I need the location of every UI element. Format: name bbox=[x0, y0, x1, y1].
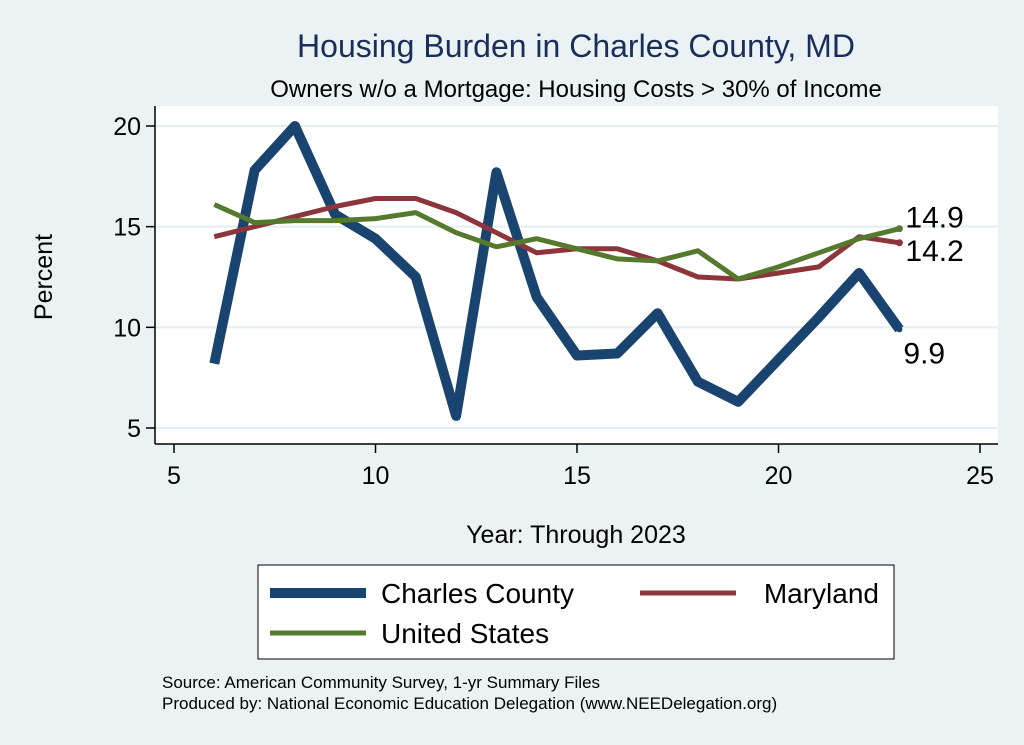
chart-subtitle: Owners w/o a Mortgage: Housing Costs > 3… bbox=[270, 76, 882, 103]
legend-label-charles-county: Charles County bbox=[381, 578, 574, 609]
end-label-charles-county: 9.9 bbox=[903, 337, 945, 370]
y-tick-label-5: 5 bbox=[127, 415, 141, 443]
legend-label-maryland: Maryland bbox=[764, 578, 879, 609]
produced-by-note: Produced by: National Economic Education… bbox=[162, 694, 777, 713]
x-tick-label-25: 25 bbox=[966, 462, 994, 490]
y-axis-title: Percent bbox=[30, 234, 58, 320]
source-note: Source: American Community Survey, 1-yr … bbox=[162, 673, 600, 692]
series-endpoint-charles-county bbox=[896, 326, 903, 333]
series-line-maryland bbox=[213, 196, 900, 282]
series-line-charles-county bbox=[209, 121, 904, 421]
end-label-united-states: 14.9 bbox=[905, 202, 963, 235]
legend-label-united-states: United States bbox=[381, 618, 549, 649]
series-endpoint-maryland bbox=[895, 239, 903, 247]
x-tick-label-20: 20 bbox=[765, 462, 793, 490]
series-line-united-states bbox=[213, 202, 901, 282]
x-axis-title: Year: Through 2023 bbox=[466, 521, 686, 549]
axes: 5 10 15 20 5 10 15 20 25 bbox=[113, 106, 998, 490]
x-tick-label-5: 5 bbox=[167, 462, 181, 490]
plot-area bbox=[155, 106, 998, 444]
y-tick-label-10: 10 bbox=[113, 314, 141, 342]
series-group bbox=[209, 121, 904, 421]
legend: Charles County Maryland United States bbox=[257, 564, 895, 660]
series-endpoint-united-states bbox=[895, 225, 903, 233]
x-tick-label-10: 10 bbox=[362, 462, 390, 490]
legend-box bbox=[257, 564, 895, 660]
chart-title: Housing Burden in Charles County, MD bbox=[297, 28, 855, 64]
x-tick-label-15: 15 bbox=[563, 462, 591, 490]
end-label-maryland: 14.2 bbox=[905, 235, 963, 268]
y-tick-label-15: 15 bbox=[113, 214, 141, 242]
y-tick-label-20: 20 bbox=[113, 113, 141, 141]
end-labels: 9.9 14.214.9 bbox=[903, 202, 963, 371]
